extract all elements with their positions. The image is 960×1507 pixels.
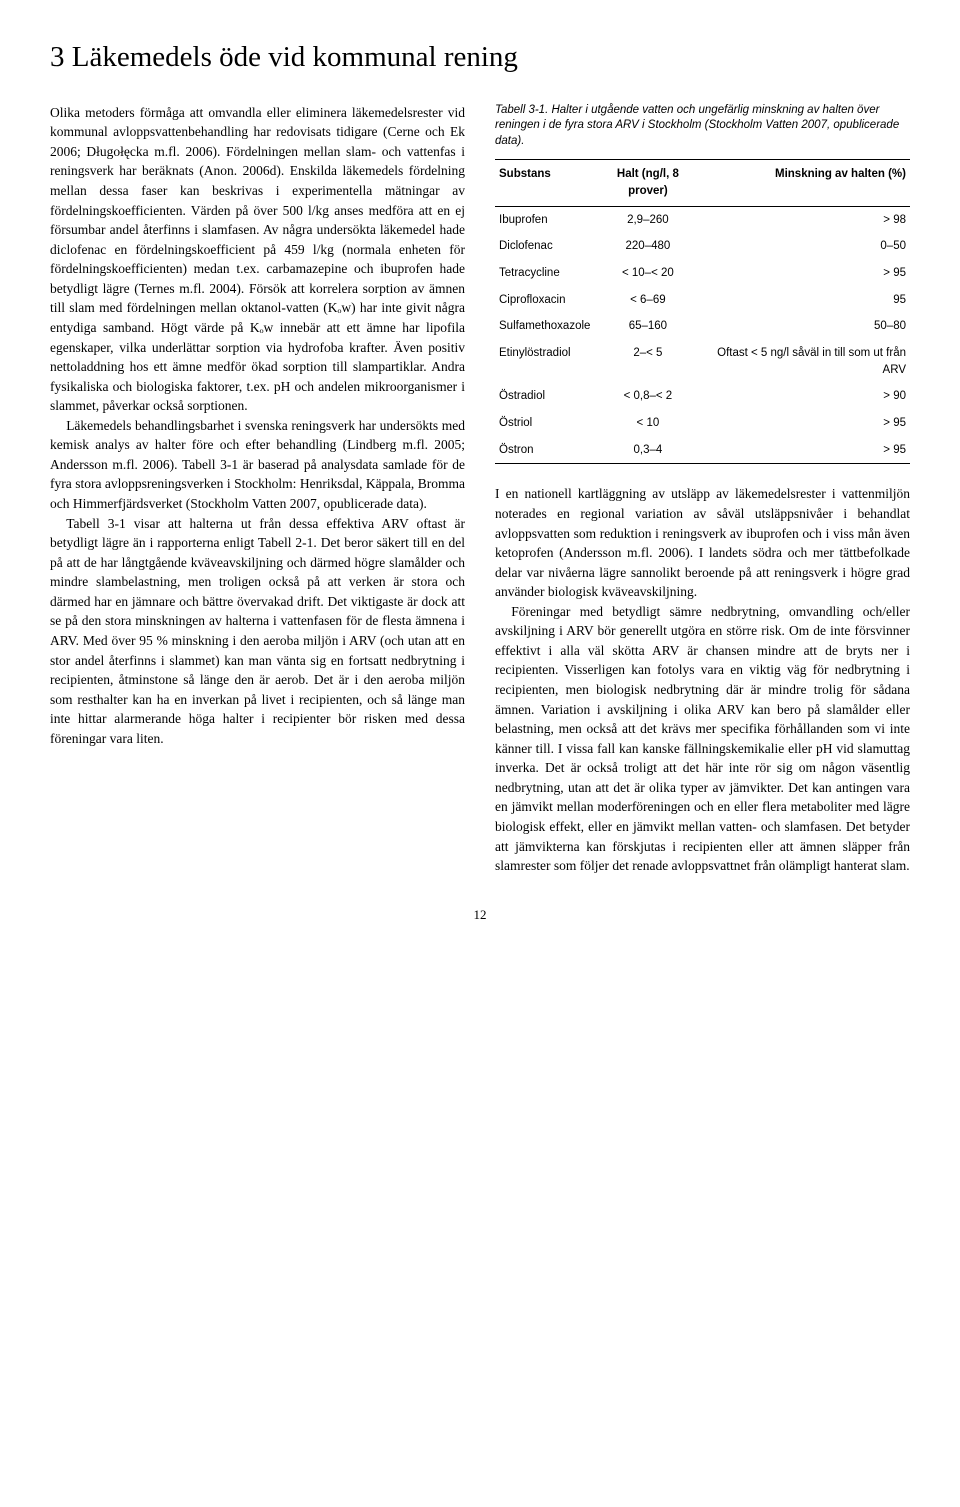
table-cell: Tetracycline: [495, 260, 594, 287]
table-cell: Östron: [495, 437, 594, 464]
table-cell: < 6–69: [594, 287, 701, 314]
table-cell: > 98: [701, 206, 910, 233]
table-cell: > 90: [701, 383, 910, 410]
table-cell: Ibuprofen: [495, 206, 594, 233]
page-number: 12: [50, 906, 910, 925]
body-paragraph: I en nationell kartläggning av utsläpp a…: [495, 484, 910, 601]
table-row: Ibuprofen2,9–260> 98: [495, 206, 910, 233]
table-caption: Tabell 3-1. Halter i utgående vatten och…: [495, 103, 910, 150]
table-cell: > 95: [701, 437, 910, 464]
table-row: Diclofenac220–4800–50: [495, 233, 910, 260]
table-cell: Ciprofloxacin: [495, 287, 594, 314]
table-header: Halt (ng/l, 8 prover): [594, 160, 701, 206]
chapter-heading: 3 Läkemedels öde vid kommunal rening: [50, 40, 910, 75]
table-cell: 0,3–4: [594, 437, 701, 464]
body-paragraph: Tabell 3-1 visar att halterna ut från de…: [50, 514, 465, 749]
right-column: Tabell 3-1. Halter i utgående vatten och…: [495, 103, 910, 876]
table-cell: 2,9–260: [594, 206, 701, 233]
table-cell: 95: [701, 287, 910, 314]
table-cell: 220–480: [594, 233, 701, 260]
table-cell: Oftast < 5 ng/l såväl in till som ut frå…: [701, 340, 910, 383]
table-cell: > 95: [701, 410, 910, 437]
body-paragraph: Föreningar med betydligt sämre nedbrytni…: [495, 602, 910, 876]
table-cell: < 10–< 20: [594, 260, 701, 287]
left-column: Olika metoders förmåga att omvandla elle…: [50, 103, 465, 876]
table-cell: Östradiol: [495, 383, 594, 410]
table-row: Sulfamethoxazole65–16050–80: [495, 313, 910, 340]
table-header: Substans: [495, 160, 594, 206]
table-row: Etinylöstradiol2–< 5Oftast < 5 ng/l såvä…: [495, 340, 910, 383]
table-cell: < 0,8–< 2: [594, 383, 701, 410]
table-row: Tetracycline< 10–< 20> 95: [495, 260, 910, 287]
table-cell: > 95: [701, 260, 910, 287]
table-cell: 65–160: [594, 313, 701, 340]
table-header: Minskning av halten (%): [701, 160, 910, 206]
table-cell: < 10: [594, 410, 701, 437]
table-cell: Etinylöstradiol: [495, 340, 594, 383]
table-row: Östriol< 10> 95: [495, 410, 910, 437]
table-cell: Diclofenac: [495, 233, 594, 260]
body-paragraph: Läkemedels behandlingsbarhet i svenska r…: [50, 416, 465, 514]
table-body: Ibuprofen2,9–260> 98Diclofenac220–4800–5…: [495, 206, 910, 464]
table-cell: Sulfamethoxazole: [495, 313, 594, 340]
table-cell: 2–< 5: [594, 340, 701, 383]
table-row: Östradiol< 0,8–< 2> 90: [495, 383, 910, 410]
table-cell: 0–50: [701, 233, 910, 260]
table-row: Ciprofloxacin< 6–6995: [495, 287, 910, 314]
table-row: Östron0,3–4> 95: [495, 437, 910, 464]
body-paragraph: Olika metoders förmåga att omvandla elle…: [50, 103, 465, 416]
table-cell: 50–80: [701, 313, 910, 340]
data-table: Substans Halt (ng/l, 8 prover) Minskning…: [495, 159, 910, 464]
two-column-layout: Olika metoders förmåga att omvandla elle…: [50, 103, 910, 876]
table-cell: Östriol: [495, 410, 594, 437]
